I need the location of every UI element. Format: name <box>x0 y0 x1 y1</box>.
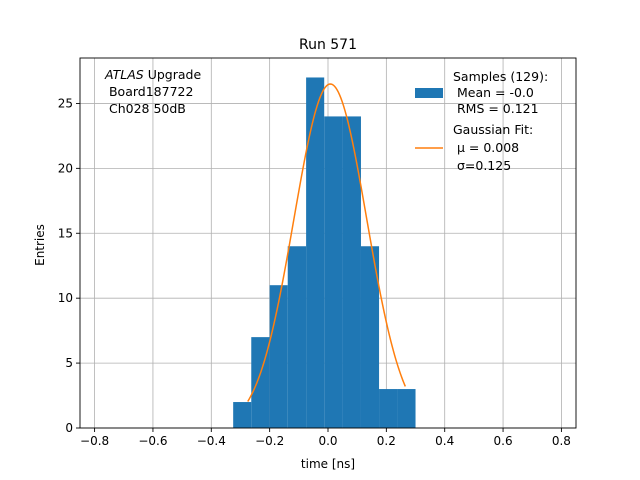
histogram-bar-0 <box>233 402 252 428</box>
legend-fit-title: Gaussian Fit: <box>453 122 533 137</box>
y-tick-label-1: 5 <box>65 356 73 370</box>
x-tick-label-7: 0.6 <box>494 434 513 448</box>
x-axis-label: time [ns] <box>301 457 355 471</box>
histogram-bar-5 <box>324 116 343 428</box>
legend-samples-rms: RMS = 0.121 <box>453 101 539 116</box>
legend-samples-title: Samples (129): <box>453 69 548 84</box>
x-tick-label-6: 0.4 <box>435 434 454 448</box>
axes <box>76 57 577 432</box>
y-tick-label-3: 15 <box>58 226 73 240</box>
histogram-bar-2 <box>269 285 288 428</box>
legend-fit-mu: μ = 0.008 <box>453 140 519 155</box>
x-tick-label-0: −0.8 <box>80 434 109 448</box>
legend-samples-mean: Mean = -0.0 <box>453 85 534 100</box>
x-tick-label-1: −0.6 <box>138 434 167 448</box>
histogram-bar-8 <box>379 389 398 428</box>
annotation-board: Board187722 <box>105 84 193 99</box>
legend: Samples (129): Mean = -0.0 RMS = 0.121 G… <box>415 69 548 173</box>
x-tick-label-4: 0.0 <box>318 434 337 448</box>
histogram-bar-3 <box>287 246 307 428</box>
y-tick-label-2: 10 <box>58 291 73 305</box>
histogram-bar-6 <box>342 116 361 428</box>
x-tick-label-2: −0.4 <box>197 434 226 448</box>
y-tick-label-0: 0 <box>65 421 73 435</box>
annotation-atlas: ATLAS <box>104 67 144 82</box>
x-tick-label-8: 0.8 <box>552 434 571 448</box>
gaussian-fit-curve <box>247 83 407 402</box>
y-tick-label-5: 25 <box>58 96 73 110</box>
svg-text:ATLAS Upgrade: ATLAS Upgrade <box>104 67 201 82</box>
histogram-bar-7 <box>360 246 380 428</box>
chart-title: Run 571 <box>299 37 357 53</box>
annotation-channel: Ch028 50dB <box>105 101 186 116</box>
histogram-bar-4 <box>306 77 325 428</box>
atlas-annotation: ATLAS Upgrade Board187722 Ch028 50dB <box>104 67 201 116</box>
legend-samples-patch <box>415 88 443 98</box>
x-tick-label-3: −0.2 <box>255 434 284 448</box>
annotation-upgrade: Upgrade <box>144 67 202 82</box>
y-tick-label-4: 20 <box>58 161 73 175</box>
tick-labels: −0.8 −0.6 −0.4 −0.2 0.0 0.2 0.4 0.6 0.8 0 5 10 15 20 2… <box>58 96 571 448</box>
y-axis-label: Entries <box>33 224 47 266</box>
histogram-bar-9 <box>397 389 416 428</box>
x-tick-label-5: 0.2 <box>377 434 396 448</box>
legend-fit-sigma: σ=0.125 <box>453 158 511 173</box>
